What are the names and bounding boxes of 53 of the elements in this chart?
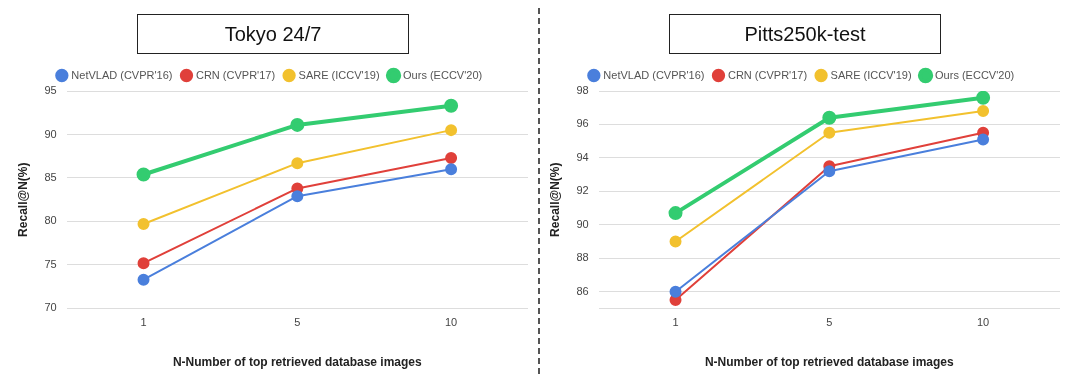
x-tick-label: 1 (672, 316, 679, 329)
x-tick-label: 10 (444, 316, 458, 329)
legend-label: CRN (CVPR'17) (195, 68, 276, 81)
point (137, 218, 150, 231)
point (137, 273, 150, 286)
x-tick-label: 5 (826, 316, 833, 329)
legend-label: Ours (ECCV'20) (403, 68, 483, 81)
y-tick-label: 94 (576, 150, 589, 163)
point (977, 133, 990, 146)
point (291, 190, 304, 203)
y-tick-label: 90 (576, 217, 589, 230)
point (669, 285, 682, 298)
point (136, 167, 151, 182)
y-tick-label: 92 (576, 184, 589, 197)
point (445, 151, 458, 164)
chart-title: Pitts250k-test (669, 14, 941, 54)
y-tick-label: 95 (44, 84, 57, 97)
legend-label: CRN (CVPR'17) (727, 68, 808, 81)
x-tick-label: 10 (976, 316, 990, 329)
point (823, 126, 836, 139)
x-axis-title: N-Number of top retrieved database images (172, 355, 423, 370)
chart-title: Tokyo 24/7 (137, 14, 409, 54)
legend-label: NetVLAD (CVPR'16) (603, 68, 705, 81)
legend-label: NetVLAD (CVPR'16) (71, 68, 173, 81)
y-tick-label: 96 (576, 117, 589, 130)
point (823, 165, 836, 178)
x-axis-title: N-Number of top retrieved database images (704, 355, 955, 370)
point (668, 206, 683, 221)
point (444, 98, 459, 113)
legend-label: SARE (ICCV'19) (298, 68, 380, 81)
y-tick-label: 98 (576, 84, 589, 97)
point (445, 124, 458, 137)
y-tick-label: 80 (44, 214, 57, 227)
y-axis-title: Recall@N(%) (15, 162, 30, 237)
point (290, 117, 305, 132)
y-tick-label: 70 (44, 301, 57, 314)
x-tick-label: 1 (140, 316, 147, 329)
y-axis-title: Recall@N(%) (547, 162, 562, 237)
y-tick-label: 85 (44, 170, 57, 183)
point (976, 91, 991, 105)
point (669, 235, 682, 248)
legend-label: Ours (ECCV'20) (935, 68, 1015, 81)
point (977, 105, 990, 118)
x-tick-label: 5 (294, 316, 301, 329)
y-tick-label: 75 (44, 257, 57, 270)
legend-label: SARE (ICCV'19) (830, 68, 912, 81)
point (445, 163, 458, 176)
y-tick-label: 90 (44, 127, 57, 140)
point (291, 157, 304, 170)
point (137, 257, 150, 270)
y-tick-label: 86 (576, 284, 589, 297)
y-tick-label: 88 (576, 251, 589, 264)
point (822, 110, 837, 125)
